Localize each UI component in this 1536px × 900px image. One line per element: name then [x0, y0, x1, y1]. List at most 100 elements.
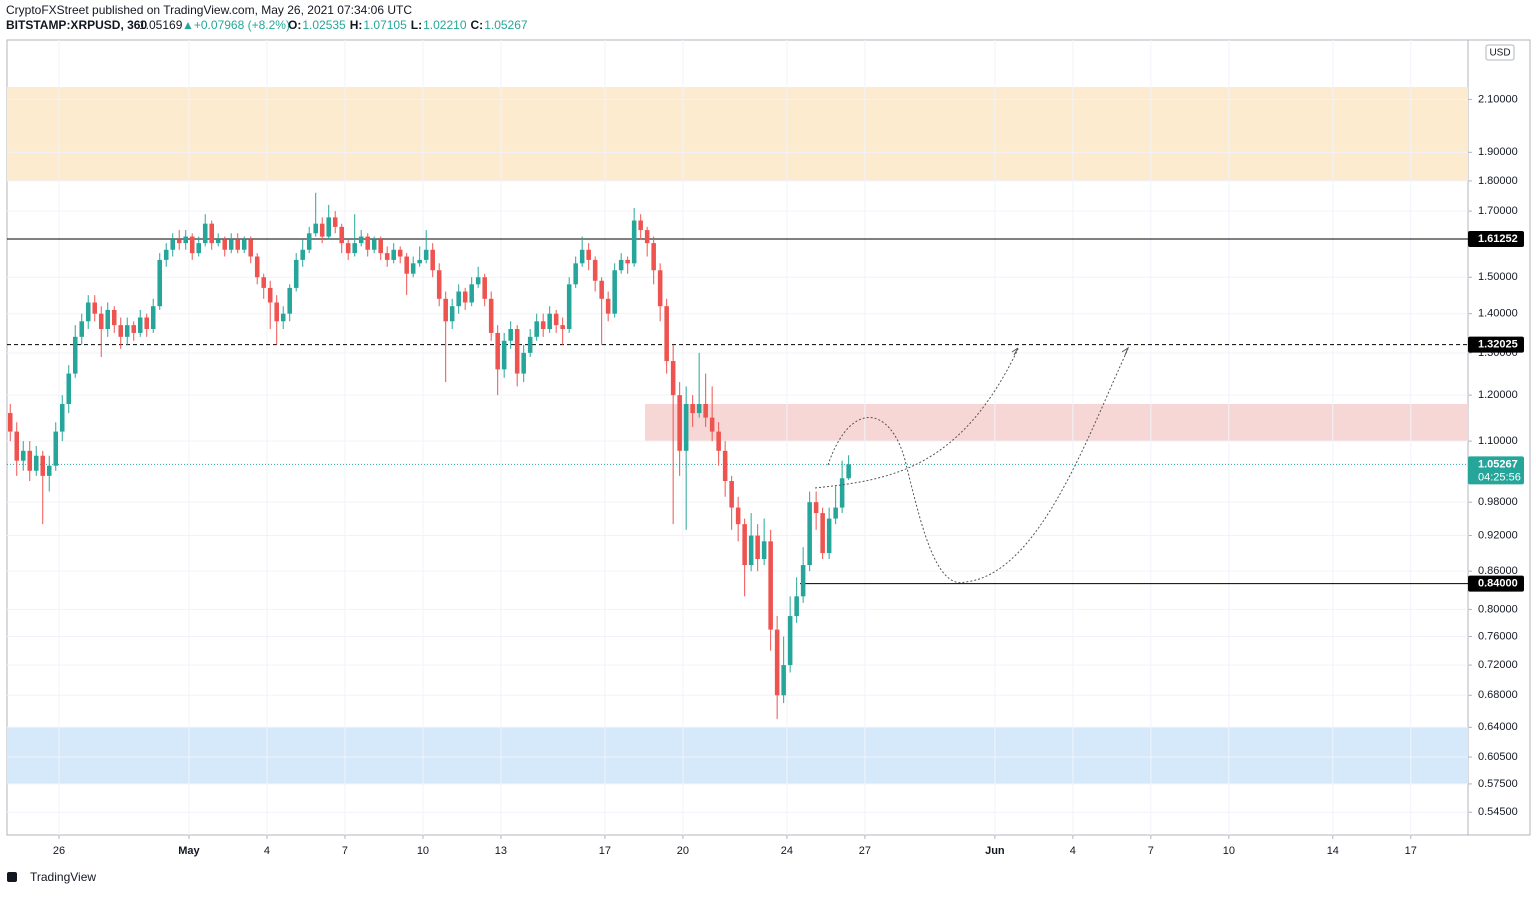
candle-body: [235, 239, 240, 250]
last-price: 1.05169: [139, 18, 183, 32]
candle-body: [703, 404, 708, 418]
y-tick-label: 0.86000: [1478, 565, 1518, 577]
candle-body: [644, 230, 650, 244]
ohlc-value: 1.02535: [302, 18, 346, 32]
candle-body: [462, 291, 468, 303]
candle-body: [638, 220, 643, 231]
y-tick-label: 1.50000: [1478, 271, 1518, 283]
candle-body: [722, 450, 728, 482]
y-tick-label: 1.70000: [1478, 205, 1518, 217]
candle-body: [358, 236, 364, 244]
candle-body: [59, 404, 65, 432]
y-tick-label: 0.72000: [1478, 659, 1518, 671]
candle-body: [482, 277, 487, 299]
candle-body: [404, 256, 409, 274]
current-price-label: 1.05267: [1478, 458, 1518, 470]
candle-body: [508, 329, 513, 341]
x-tick-label: 24: [781, 845, 793, 857]
x-tick-label: 10: [1223, 845, 1235, 857]
candle-body: [443, 298, 448, 322]
candle-body: [547, 313, 552, 330]
candle-body: [202, 223, 208, 244]
candle-body: [677, 395, 682, 451]
x-tick-label: 26: [53, 845, 65, 857]
y-tick-label: 0.76000: [1478, 630, 1518, 642]
candle-body: [456, 291, 461, 307]
candle-body: [79, 321, 85, 337]
currency-box: [1485, 44, 1515, 61]
symbol: BITSTAMP:XRPUSD, 360: [6, 18, 147, 32]
candle-body: [98, 313, 104, 330]
x-tick-label: 17: [599, 845, 611, 857]
candle-body: [716, 431, 721, 451]
candle-body: [514, 329, 520, 374]
footer-logo: TradingView: [7, 870, 96, 884]
candle-body: [800, 565, 806, 597]
x-tick-label: 4: [1070, 845, 1076, 857]
candle-body: [365, 236, 370, 250]
candle-body: [170, 239, 176, 250]
price-label-box: [1468, 575, 1524, 592]
candle-body: [326, 217, 331, 237]
candle-body: [670, 361, 676, 396]
candle-body: [332, 217, 338, 227]
candle-body: [748, 535, 754, 566]
candle-body: [631, 220, 637, 264]
candle-body: [46, 465, 52, 476]
price-label: 1.61252: [1478, 233, 1518, 245]
candle-body: [807, 502, 812, 566]
candle-body: [183, 236, 189, 244]
candle-body: [124, 325, 130, 337]
x-tick-label: 13: [495, 845, 507, 857]
countdown: 04:25:56: [1478, 471, 1521, 483]
x-tick-label: Jun: [985, 845, 1005, 857]
candle-body: [7, 413, 13, 432]
candle-body: [53, 431, 59, 466]
candle-body: [566, 284, 572, 330]
candle-body: [495, 332, 500, 370]
candle-body: [254, 256, 260, 278]
candle-body: [625, 259, 630, 264]
candle-body: [118, 325, 124, 337]
candle-body: [690, 404, 695, 414]
candle-body: [163, 249, 169, 260]
candle-body: [352, 243, 357, 254]
y-tick-label: 0.98000: [1478, 496, 1518, 508]
candle-body: [137, 317, 143, 333]
x-tick-label: 7: [1148, 845, 1154, 857]
candle-body: [735, 507, 741, 525]
candle-body: [14, 431, 20, 461]
candle-body: [313, 223, 318, 234]
candle-body: [241, 239, 247, 250]
candle-body: [813, 502, 819, 514]
candle-body: [839, 478, 845, 508]
candle-body: [599, 280, 604, 299]
candle-body: [196, 243, 201, 254]
candle-body: [579, 249, 585, 264]
candle-body: [261, 277, 266, 288]
zone: [645, 404, 1468, 442]
candle-body: [215, 239, 221, 244]
publisher: CryptoFXStreet published on TradingView.…: [6, 3, 412, 17]
candle-body: [417, 259, 422, 264]
price-label-box: [1468, 336, 1524, 353]
price-label: 0.84000: [1478, 578, 1518, 590]
x-tick-label: May: [178, 845, 200, 857]
candle-body: [846, 464, 851, 479]
current-price-box: [1468, 456, 1524, 485]
candle-body: [430, 249, 435, 271]
candle-body: [189, 236, 195, 254]
candle-body: [527, 336, 533, 353]
candle-body: [787, 616, 793, 666]
candle-body: [319, 223, 325, 237]
projection-path: [827, 348, 1129, 584]
candle-body: [72, 336, 78, 374]
candle-body: [664, 306, 669, 362]
candle-body: [293, 259, 299, 288]
footer: TradingView: [30, 870, 96, 884]
candle-body: [248, 239, 253, 257]
candle-body: [573, 263, 578, 285]
candle-body: [540, 321, 546, 330]
x-tick-label: 17: [1405, 845, 1417, 857]
